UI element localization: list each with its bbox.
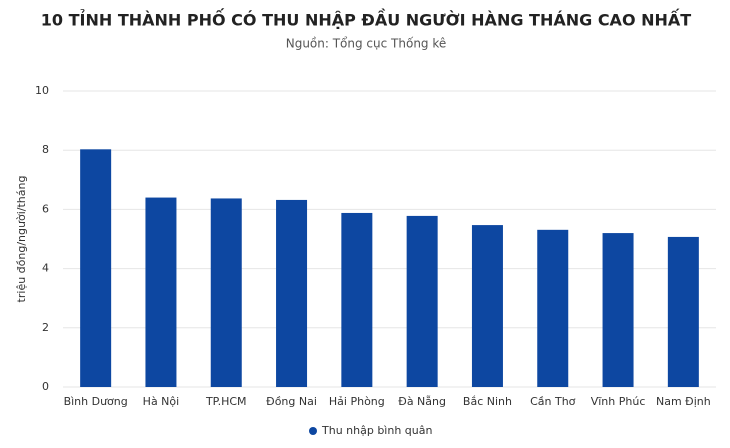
legend-label: Thu nhập bình quân (321, 424, 432, 437)
x-tick-label: Hải Phòng (329, 395, 385, 408)
legend-marker (309, 427, 317, 435)
x-tick-label: Bình Dương (64, 395, 128, 408)
x-tick-label: Đà Nẵng (398, 395, 446, 408)
bar (341, 212, 373, 387)
x-tick-label: TP.HCM (205, 395, 247, 408)
bar (145, 197, 177, 387)
y-tick-label: 6 (42, 202, 49, 215)
bar (667, 236, 699, 387)
bar (276, 199, 308, 387)
y-tick-label: 2 (42, 321, 49, 334)
x-tick-label: Nam Định (656, 395, 711, 408)
chart-title: 10 TỈNH THÀNH PHỐ CÓ THU NHẬP ĐẦU NGƯỜI … (41, 9, 691, 30)
bar (602, 233, 634, 387)
x-tick-label: Bắc Ninh (463, 395, 512, 408)
x-tick-label: Đồng Nai (266, 395, 317, 408)
y-tick-label: 10 (35, 84, 49, 97)
y-tick-label: 8 (42, 143, 49, 156)
bar (210, 198, 242, 387)
x-tick-label: Cần Thơ (530, 395, 576, 408)
bar (80, 149, 112, 387)
chart-subtitle: Nguồn: Tổng cục Thống kê (286, 37, 447, 51)
bar (406, 215, 438, 387)
bar (537, 229, 569, 387)
y-axis-label: triệu đồng/người/tháng (15, 176, 28, 303)
y-tick-label: 4 (42, 262, 49, 275)
x-tick-label: Vĩnh Phúc (591, 395, 646, 408)
x-tick-label: Hà Nội (143, 395, 180, 408)
bar (471, 225, 503, 387)
y-tick-label: 0 (42, 380, 49, 393)
